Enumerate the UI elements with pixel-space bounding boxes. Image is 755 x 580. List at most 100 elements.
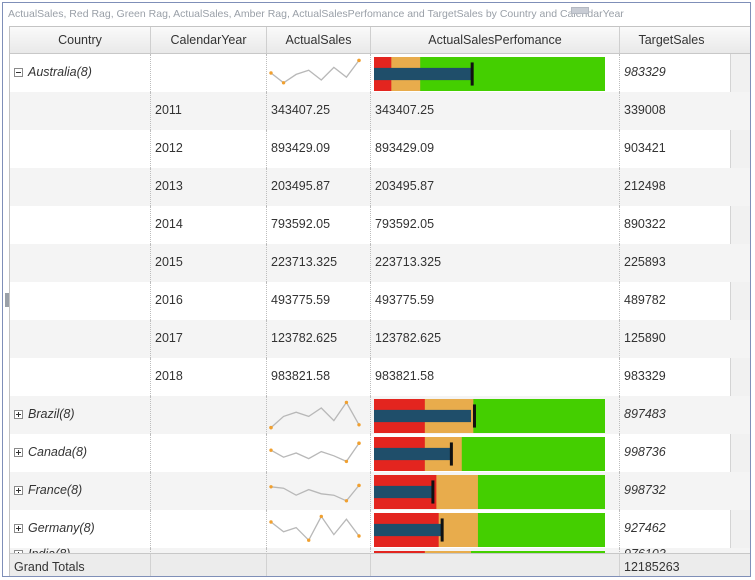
grand-totals-calendaryear — [150, 554, 266, 576]
actualsales-cell: 893429.09 — [266, 130, 370, 168]
performance-bullet-chart — [374, 475, 605, 509]
year-row: 2018 983821.58 983821.58 983329 — [10, 358, 750, 396]
grand-totals-actualsales — [266, 554, 370, 576]
sparkline-point — [307, 538, 311, 542]
calendaryear-cell: 2017 — [150, 320, 266, 358]
targetsales-cell: 897483 — [619, 396, 723, 434]
visual-caption: ActualSales, Red Rag, Green Rag, ActualS… — [8, 8, 624, 20]
column-header-country[interactable]: Country — [58, 33, 102, 47]
actualsales-cell: 343407.25 — [266, 92, 370, 130]
column-header-calendaryear[interactable]: CalendarYear — [150, 27, 266, 53]
sparkline-point — [319, 514, 323, 519]
year-row: 2012 893429.09 893429.09 903421 — [10, 130, 750, 168]
grand-totals-target: 12185263 — [619, 554, 723, 576]
targetsales-cell: 225893 — [619, 244, 723, 282]
group-row-0: Australia(8) 983329 — [10, 54, 750, 92]
actualsales-cell — [266, 434, 370, 472]
column-header-actualsalesperfomance[interactable]: ActualSalesPerfomance — [370, 27, 619, 53]
performance-cell — [370, 472, 619, 510]
sparkline-point — [344, 400, 349, 405]
group-row-1: Brazil(8) 897483 — [10, 396, 750, 434]
grand-totals-row: Grand Totals 12185263 — [10, 553, 750, 576]
country-cell — [10, 282, 150, 320]
performance-cell: 983821.58 — [370, 358, 619, 396]
targetsales-cell: 125890 — [619, 320, 723, 358]
expand-icon[interactable] — [14, 524, 23, 533]
calendaryear-cell — [150, 434, 266, 472]
targetsales-cell: 890322 — [619, 206, 723, 244]
sparkline-point — [357, 58, 361, 63]
actual-sales-bar — [374, 485, 432, 499]
actualsales-sparkline — [269, 483, 361, 503]
sparkline-point — [357, 483, 361, 488]
column-header-actualsales[interactable]: ActualSales — [266, 27, 370, 53]
country-cell[interactable]: Canada(8) — [10, 434, 150, 472]
actual-sales-bar — [374, 409, 472, 423]
country-cell[interactable]: Germany(8) — [10, 510, 150, 548]
country-cell[interactable]: Brazil(8) — [10, 396, 150, 434]
year-row: 2016 493775.59 493775.59 489782 — [10, 282, 750, 320]
country-label: Canada(8) — [28, 445, 88, 459]
country-cell — [10, 244, 150, 282]
actual-sales-bar — [374, 523, 441, 537]
performance-cell: 343407.25 — [370, 92, 619, 130]
actual-sales-bar — [374, 447, 451, 461]
year-row: 2011 343407.25 343407.25 339008 — [10, 92, 750, 130]
actualsales-cell: 983821.58 — [266, 358, 370, 396]
calendaryear-cell: 2014 — [150, 206, 266, 244]
group-row-3: France(8) 998732 — [10, 472, 750, 510]
calendaryear-cell: 2011 — [150, 92, 266, 130]
performance-bullet-chart — [374, 513, 605, 547]
sparkline-line — [270, 401, 360, 429]
group-row-2: Canada(8) 998736 — [10, 434, 750, 472]
actualsales-sparkline — [269, 514, 361, 542]
sparkline-point — [357, 534, 361, 538]
performance-cell: 893429.09 — [370, 130, 619, 168]
resize-handle-top[interactable] — [571, 7, 589, 14]
expand-icon[interactable] — [14, 410, 23, 419]
expand-icon[interactable] — [14, 486, 23, 495]
country-cell — [10, 92, 150, 130]
performance-cell — [370, 434, 619, 472]
country-cell — [10, 320, 150, 358]
country-cell — [10, 168, 150, 206]
column-header-targetsales[interactable]: TargetSales — [619, 27, 723, 53]
vertical-scrollbar[interactable] — [730, 27, 750, 576]
sparkline-point — [357, 441, 361, 445]
year-row: 2014 793592.05 793592.05 890322 — [10, 206, 750, 244]
collapse-icon[interactable] — [14, 68, 23, 77]
calendaryear-cell — [150, 396, 266, 434]
country-cell[interactable]: France(8) — [10, 472, 150, 510]
calendaryear-cell: 2013 — [150, 168, 266, 206]
targetsales-cell: 339008 — [619, 92, 723, 130]
country-cell[interactable]: Australia(8) — [10, 54, 150, 92]
sparkline-point — [357, 423, 361, 427]
year-row: 2013 203495.87 203495.87 212498 — [10, 168, 750, 206]
sparkline-point — [269, 71, 273, 75]
sparkline-point — [269, 425, 273, 430]
targetsales-cell: 212498 — [619, 168, 723, 206]
actualsales-sparkline — [269, 58, 361, 85]
grand-totals-label: Grand Totals — [14, 560, 85, 574]
targetsales-cell: 983329 — [619, 54, 723, 92]
sparkline-point — [281, 81, 286, 85]
actualsales-cell: 493775.59 — [266, 282, 370, 320]
country-cell — [10, 130, 150, 168]
calendaryear-cell: 2012 — [150, 130, 266, 168]
targetsales-cell: 489782 — [619, 282, 723, 320]
performance-cell: 223713.325 — [370, 244, 619, 282]
calendaryear-cell: 2016 — [150, 282, 266, 320]
calendaryear-cell — [150, 510, 266, 548]
actualsales-sparkline — [269, 400, 361, 430]
target-marker — [440, 518, 444, 542]
performance-cell: 793592.05 — [370, 206, 619, 244]
calendaryear-cell — [150, 472, 266, 510]
performance-cell — [370, 396, 619, 434]
resize-handle-left[interactable] — [5, 293, 9, 307]
calendaryear-cell — [150, 54, 266, 92]
expand-icon[interactable] — [14, 448, 23, 457]
country-label: Germany(8) — [28, 521, 95, 535]
target-marker — [472, 404, 476, 428]
sparkline-line — [270, 60, 360, 84]
